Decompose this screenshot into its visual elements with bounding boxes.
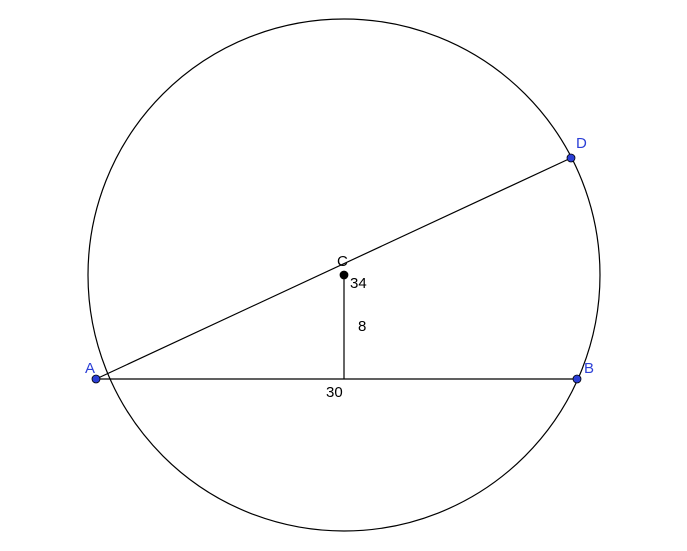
label-a: A xyxy=(85,360,95,377)
value-8: 8 xyxy=(358,318,366,335)
value-34: 34 xyxy=(350,275,367,292)
label-d: D xyxy=(576,135,587,152)
label-c: C xyxy=(337,253,348,270)
point-c xyxy=(340,271,348,279)
diameter-ad xyxy=(96,158,571,379)
value-30: 30 xyxy=(326,384,343,401)
geometry-diagram xyxy=(0,0,687,551)
point-d xyxy=(567,154,575,162)
label-b: B xyxy=(584,360,594,377)
point-b xyxy=(573,375,581,383)
